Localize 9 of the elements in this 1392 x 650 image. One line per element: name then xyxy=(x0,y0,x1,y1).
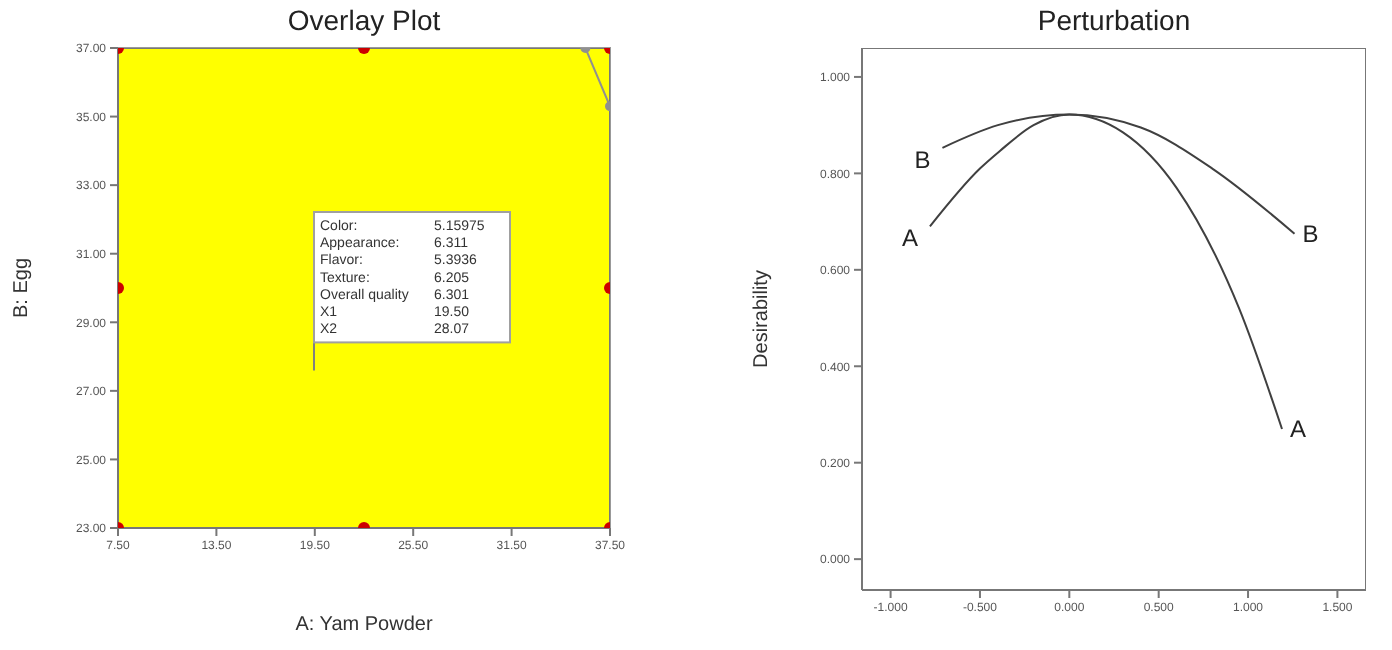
text: A xyxy=(901,224,918,253)
series-label: A xyxy=(1290,414,1307,443)
series-label: B xyxy=(1302,219,1319,248)
y-axis-title: B: Egg xyxy=(11,257,34,319)
chart-title: Perturbation xyxy=(1035,4,1193,36)
y-axis-title: Desirability xyxy=(751,270,774,368)
text: B xyxy=(914,145,931,174)
chart-title: Overlay Plot xyxy=(285,4,443,36)
x-axis-title: A: Yam Powder xyxy=(295,614,434,636)
